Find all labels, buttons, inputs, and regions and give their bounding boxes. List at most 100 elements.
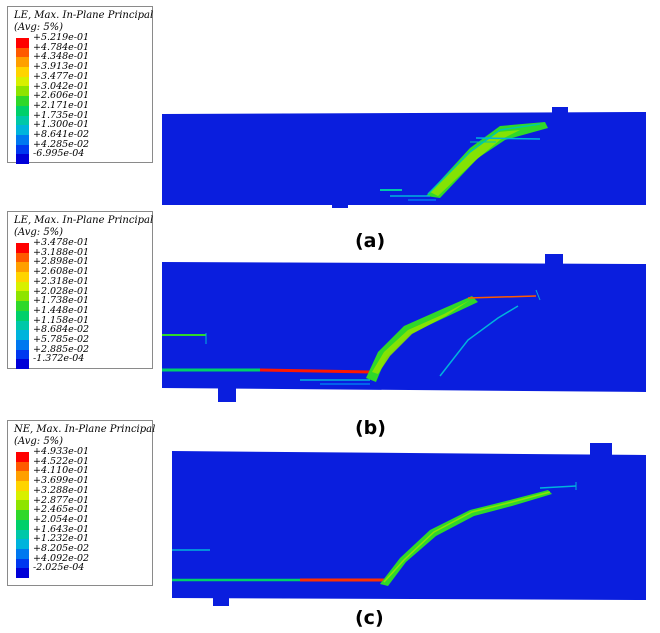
crack-band xyxy=(426,122,548,198)
scale-label: +2.028e-01 xyxy=(33,285,90,297)
color-swatch xyxy=(16,490,29,501)
scale-label: +2.318e-01 xyxy=(33,275,90,287)
crack-line xyxy=(427,123,541,195)
scale-label: -6.995e-04 xyxy=(33,148,85,160)
legend-title: LE, Max. In-Plane Principal xyxy=(14,215,154,226)
color-scale xyxy=(16,452,29,578)
support-plate xyxy=(213,596,229,606)
color-swatch xyxy=(16,86,29,97)
legend-panel-b: LE, Max. In-Plane Principal (Avg: 5%) +3… xyxy=(7,211,153,369)
scale-label: +8.684e-02 xyxy=(33,324,90,336)
color-swatch xyxy=(16,57,29,68)
color-swatch xyxy=(16,38,29,48)
support-plate xyxy=(590,443,612,457)
color-swatch xyxy=(16,452,29,462)
scale-label: +1.643e-01 xyxy=(33,523,90,535)
scale-label: +4.522e-01 xyxy=(33,455,90,467)
scale-label: +2.465e-01 xyxy=(33,504,90,516)
scale-label: +3.478e-01 xyxy=(33,237,90,248)
legend-subtitle: (Avg: 5%) xyxy=(14,227,64,238)
scale-label: +1.300e-01 xyxy=(33,119,90,131)
color-swatch xyxy=(16,134,29,145)
color-swatch xyxy=(16,76,29,87)
scale-labels: +5.219e-01 +4.784e-01 +4.348e-01 +3.913e… xyxy=(33,33,89,159)
color-swatch xyxy=(16,539,29,549)
scale-label: +3.188e-01 xyxy=(33,246,90,258)
scale-label: +4.110e-01 xyxy=(33,465,90,477)
color-swatch xyxy=(16,500,29,511)
support-plate xyxy=(552,107,568,115)
scale-labels: +4.933e-01 +4.522e-01 +4.110e-01 +3.699e… xyxy=(33,447,89,573)
panel-caption-b: (b) xyxy=(355,417,386,439)
scale-label: -2.025e-04 xyxy=(33,562,85,574)
beam-model-a xyxy=(162,107,646,208)
color-swatch xyxy=(16,471,29,482)
legend-panel-c: NE, Max. In-Plane Principal (Avg: 5%) +4… xyxy=(7,420,155,586)
color-swatch xyxy=(16,510,29,520)
legend-subtitle: (Avg: 5%) xyxy=(14,22,64,33)
scale-label: +2.898e-01 xyxy=(33,256,90,268)
scale-label: +4.933e-01 xyxy=(33,446,90,457)
scale-label: +1.735e-01 xyxy=(33,109,90,121)
scale-label: +1.738e-01 xyxy=(33,295,90,307)
color-swatch xyxy=(16,310,29,321)
color-swatch xyxy=(16,548,29,559)
scale-label: +1.232e-01 xyxy=(33,533,90,545)
crack-band xyxy=(372,300,470,374)
crack-line xyxy=(383,491,551,583)
scale-label: +2.606e-01 xyxy=(33,90,90,102)
color-swatch xyxy=(16,252,29,263)
scale-label: +3.913e-01 xyxy=(33,61,90,73)
color-swatch xyxy=(16,330,29,340)
support-plate xyxy=(218,386,236,402)
crack-line xyxy=(535,289,541,301)
color-scale xyxy=(16,38,29,164)
beam-body xyxy=(172,451,646,600)
scale-label: +1.448e-01 xyxy=(33,304,90,316)
scale-label: +2.885e-02 xyxy=(33,343,90,355)
scale-label: +3.477e-01 xyxy=(33,70,90,82)
color-swatch xyxy=(16,262,29,273)
scale-label: +3.699e-01 xyxy=(33,475,90,487)
legend-panel-a: LE, Max. In-Plane Principal (Avg: 5%) +5… xyxy=(7,6,154,164)
scale-label: +2.171e-01 xyxy=(33,99,90,111)
color-swatch xyxy=(16,125,29,135)
scale-label: +3.042e-01 xyxy=(33,80,90,92)
color-swatch xyxy=(16,96,29,106)
color-swatch xyxy=(16,115,29,126)
color-swatch xyxy=(16,154,29,164)
scale-label: +4.092e-02 xyxy=(33,552,90,564)
color-swatch xyxy=(16,301,29,311)
color-swatch xyxy=(16,67,29,77)
crack-line xyxy=(539,485,577,489)
color-swatch xyxy=(16,291,29,302)
color-swatch xyxy=(16,529,29,540)
support-plate xyxy=(332,202,348,208)
panel-caption-a: (a) xyxy=(355,230,386,252)
scale-label: +4.285e-02 xyxy=(33,138,90,150)
crack-band xyxy=(430,130,520,196)
legend-title: LE, Max. In-Plane Principal xyxy=(14,10,154,21)
scale-label: +5.785e-02 xyxy=(33,334,90,346)
legend-subtitle: (Avg: 5%) xyxy=(14,436,64,447)
scale-labels: +3.478e-01 +3.188e-01 +2.898e-01 +2.608e… xyxy=(33,238,89,364)
color-swatch xyxy=(16,272,29,282)
scale-label: +4.784e-01 xyxy=(33,41,90,53)
beam-body xyxy=(162,112,646,205)
crack-line xyxy=(467,295,537,299)
scale-label: +8.641e-02 xyxy=(33,129,90,141)
color-scale xyxy=(16,243,29,369)
color-swatch xyxy=(16,481,29,491)
scale-label: +3.288e-01 xyxy=(33,484,90,496)
color-swatch xyxy=(16,105,29,116)
color-swatch xyxy=(16,339,29,350)
color-swatch xyxy=(16,519,29,530)
color-swatch xyxy=(16,144,29,155)
crack-line xyxy=(439,305,519,377)
beam-model-c xyxy=(172,443,646,606)
scale-label: +2.054e-01 xyxy=(33,513,90,525)
beam-model-b xyxy=(162,254,646,402)
scale-label: -1.372e-04 xyxy=(33,353,85,365)
